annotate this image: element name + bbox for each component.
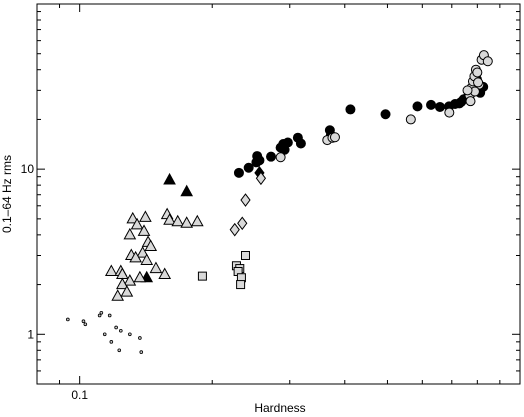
open-diamond-point [240, 193, 251, 207]
axis-ticks [36, 3, 521, 385]
open-triangle-point [158, 267, 172, 280]
filled-circle-point [454, 98, 465, 109]
y-tick-label: 1 [27, 327, 34, 341]
filled-circle-point [412, 101, 423, 112]
data-points [66, 50, 493, 354]
small-dot-point [66, 317, 70, 322]
filled-circle-point [426, 99, 437, 110]
small-dot-point [97, 313, 102, 318]
open-circle-point [329, 132, 340, 143]
open-triangle-point [163, 213, 176, 225]
small-dot-point [119, 328, 123, 333]
open-triangle-point [136, 246, 149, 258]
open-triangle-point [104, 264, 118, 276]
open-circle-point [473, 77, 484, 88]
y-tick-label: 10 [21, 162, 35, 176]
filled-circle-point [233, 167, 244, 178]
open-triangle-point [149, 261, 163, 274]
open-triangle-point [140, 253, 154, 265]
open-triangle-point [123, 227, 137, 240]
filled-circle-point [254, 155, 265, 166]
filled-circle-point [282, 137, 293, 148]
tick-labels: 0.1 1 10 [21, 162, 89, 402]
open-circle-point [482, 56, 493, 67]
filled-circle-point [266, 151, 277, 162]
open-triangle-point [139, 210, 152, 222]
filled-circle-point [434, 101, 445, 112]
small-dot-point [83, 322, 88, 327]
open-triangle-point [126, 211, 140, 224]
filled-circle-point [345, 104, 356, 115]
open-circle-point [275, 152, 286, 163]
open-triangle-point [111, 289, 125, 301]
open-triangle-point [129, 250, 142, 263]
small-dot-point [139, 350, 144, 354]
open-diamond-point [229, 222, 240, 237]
filled-triangle-point [163, 172, 176, 185]
open-triangle-point [137, 224, 151, 236]
small-dot-point [99, 310, 104, 315]
open-circle-point [472, 67, 483, 78]
open-square-point [240, 250, 250, 260]
open-circle-point [465, 96, 476, 107]
filled-triangle-point [180, 184, 194, 197]
x-tick-label: 0.1 [71, 388, 88, 402]
plot-frame [36, 3, 521, 385]
open-square-point [197, 271, 207, 281]
small-dot-point [109, 340, 114, 344]
open-triangle-point [144, 239, 158, 252]
small-dot-point [107, 313, 112, 318]
filled-circle-point [380, 109, 391, 120]
open-diamond-point [255, 171, 267, 186]
open-triangle-point [133, 270, 147, 283]
open-triangle-point [130, 217, 144, 230]
open-triangle-point [120, 285, 134, 297]
small-dot-point [117, 348, 122, 353]
small-dot-point [81, 319, 86, 324]
open-circle-point [462, 85, 473, 96]
open-circle-point [444, 107, 455, 118]
small-dot-point [114, 325, 118, 330]
open-triangle-point [190, 214, 204, 227]
small-dot-point [102, 332, 107, 337]
filled-circle-point [243, 162, 254, 173]
open-diamond-point [237, 216, 248, 231]
y-axis-label: 0.1–64 Hz rms [0, 155, 14, 233]
open-triangle-point [171, 214, 185, 227]
x-axis-label: Hardness [254, 401, 305, 415]
small-dot-point [138, 336, 142, 340]
open-triangle-point [123, 274, 137, 286]
open-triangle-point [115, 277, 129, 290]
open-triangle-point [180, 216, 194, 228]
open-square-point [236, 280, 246, 290]
filled-circle-point [295, 138, 306, 149]
small-dot-point [128, 332, 132, 337]
open-circle-point [405, 114, 416, 125]
